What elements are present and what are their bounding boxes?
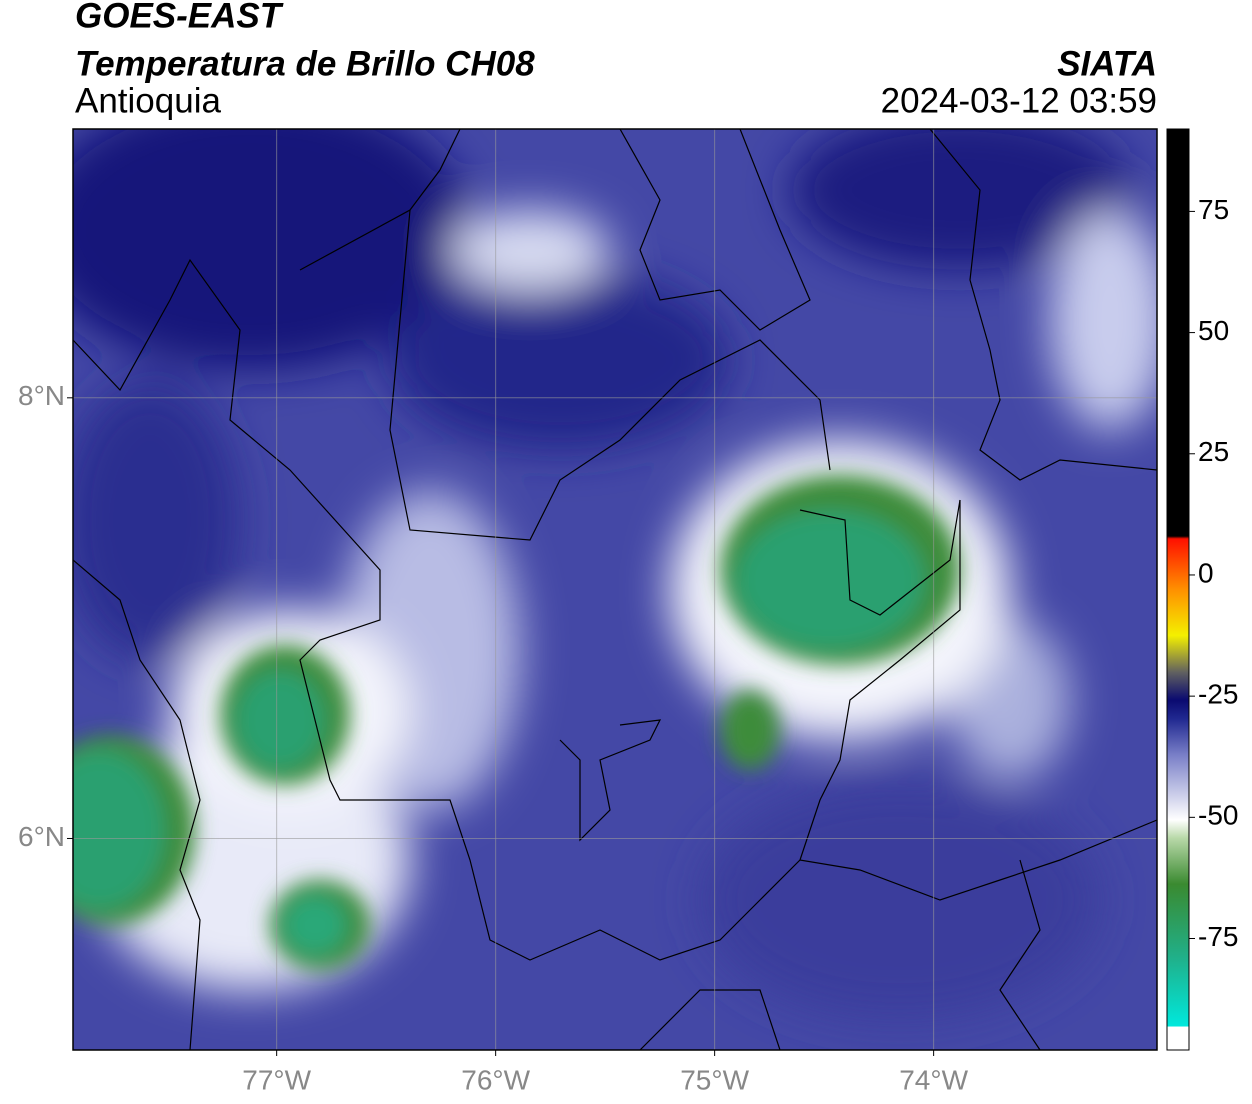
colorbar-tick-label: -25 — [1198, 679, 1238, 710]
datetime: 2024-03-12 03:59 — [881, 81, 1157, 120]
colorbar-tick-label: 50 — [1198, 315, 1229, 346]
y-tick-label: 6°N — [18, 821, 65, 852]
source: SIATA — [1057, 44, 1157, 83]
colorbar-tick-label: 75 — [1198, 194, 1229, 225]
map-frame — [72, 128, 1158, 1051]
colorbar-tick-label: 0 — [1198, 557, 1214, 588]
colorbar-tick-label: -50 — [1198, 800, 1238, 831]
satellite-image — [73, 129, 1157, 1050]
colorbar-tick-label: 25 — [1198, 436, 1229, 467]
subtitle: Temperatura de Brillo CH08 — [75, 44, 535, 83]
region: Antioquia — [75, 81, 221, 120]
x-tick-label: 74°W — [899, 1064, 968, 1095]
x-tick-label: 75°W — [680, 1064, 749, 1095]
x-tick-label: 76°W — [461, 1064, 530, 1095]
x-tick-label: 77°W — [242, 1064, 311, 1095]
title: GOES-EAST — [75, 0, 284, 35]
colorbar-tick-label: -75 — [1198, 921, 1238, 952]
colorbar — [1166, 128, 1190, 1051]
y-tick-label: 8°N — [18, 380, 65, 411]
